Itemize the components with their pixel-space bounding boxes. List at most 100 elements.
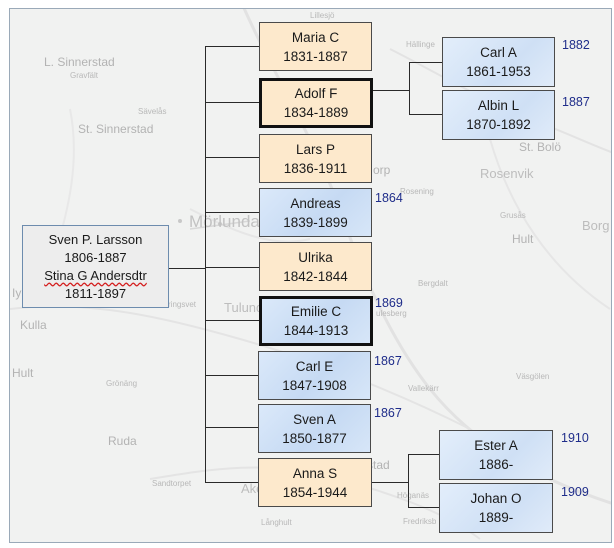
person-years: 1870-1892 [466, 117, 531, 132]
map-label: Borg [582, 218, 610, 233]
connector-line [205, 320, 259, 321]
connector-line [409, 62, 410, 114]
person-name: Adolf F [294, 86, 338, 101]
person-name: Maria C [291, 29, 340, 45]
person-name: Andreas [290, 195, 341, 211]
person-box-albin-l: Albin L 1870-1892 [442, 90, 555, 140]
person-name: Emilie C [290, 304, 342, 319]
person-box-ulrika: Ulrika 1842-1844 [259, 242, 372, 291]
person-years: 1806-1887 [64, 249, 127, 265]
person-years: 1854-1944 [282, 484, 348, 500]
person-years: 1836-1911 [283, 160, 348, 176]
connector-line [205, 102, 259, 103]
person-box-anna-s: Anna S 1854-1944 [258, 458, 372, 507]
connector-line [408, 454, 439, 455]
emigration-year-emilie-c: 1869 [375, 296, 403, 310]
person-years: 1831-1887 [283, 48, 348, 64]
map-label: Vallekärr [408, 384, 439, 393]
map-label: orp [373, 163, 391, 177]
map-label: Väsgölen [516, 372, 550, 381]
person-name: Lars P [295, 141, 336, 157]
connector-line [372, 482, 408, 483]
map-label: Mörlunda [189, 212, 260, 231]
emigration-year-andreas: 1864 [375, 191, 403, 205]
person-name: Sven A [293, 411, 336, 427]
person-years: 1886- [478, 457, 514, 472]
person-name: Sven P. Larsson [48, 231, 143, 247]
map-label: Lillesjö [310, 11, 335, 20]
emigration-year-ester-a: 1910 [561, 431, 589, 445]
person-box-johan-o: Johan O 1889- [439, 483, 553, 533]
map-label: Ruda [108, 434, 137, 448]
person-name: Carl A [480, 45, 517, 60]
person-name: Carl E [295, 358, 334, 374]
person-box-adolf-f: Adolf F 1834-1889 [259, 78, 373, 128]
person-box-root-couple: Sven P. Larsson 1806-1887 Stina G Anders… [22, 225, 169, 308]
person-years: 1847-1908 [282, 377, 347, 393]
map-label: St. Sinnerstad [78, 122, 154, 136]
map-label: ringsvet [168, 300, 197, 309]
connector-line [408, 454, 409, 507]
map-label: Sandtorpet [152, 479, 192, 488]
person-years: 1861-1953 [466, 64, 531, 79]
emigration-year-sven-a: 1867 [374, 406, 402, 420]
map-label: Långhult [261, 518, 292, 527]
map-label: Rosening [400, 187, 434, 196]
map-label: Hult [12, 366, 34, 380]
emigration-year-carl-a: 1882 [562, 38, 590, 52]
connector-line [169, 268, 205, 269]
person-box-lars-p: Lars P 1836-1911 [259, 134, 372, 183]
person-name: Albin L [477, 98, 520, 113]
person-years: 1850-1877 [282, 430, 347, 446]
person-name: Ulrika [298, 249, 333, 265]
map-label: Kulla [20, 318, 47, 332]
person-years: 1842-1844 [283, 268, 348, 284]
connector-line [205, 267, 259, 268]
connector-line [205, 157, 259, 158]
emigration-year-carl-e: 1867 [374, 354, 402, 368]
connector-line [373, 90, 409, 91]
connector-line [205, 375, 259, 376]
person-years: 1844-1913 [283, 323, 349, 338]
connector-line [408, 507, 439, 508]
connector-line [205, 212, 259, 213]
emigration-year-johan-o: 1909 [561, 485, 589, 499]
person-name: Anna S [292, 465, 338, 481]
map-label: L. Sinnerstad [44, 55, 115, 69]
map-label: Rosenvik [480, 166, 534, 181]
map-label: Fredriksb [403, 517, 437, 526]
person-box-carl-a: Carl A 1861-1953 [442, 37, 555, 87]
map-label: Tulunda [224, 300, 271, 315]
map-label: Gravfält [70, 71, 99, 80]
map-label: St. Bolö [519, 140, 562, 154]
map-label: Iyl [12, 286, 24, 300]
person-box-maria-c: Maria C 1831-1887 [259, 22, 372, 71]
connector-line [205, 46, 206, 482]
emigration-year-albin-l: 1887 [562, 95, 590, 109]
map-label: stad [367, 458, 390, 472]
map-label: Grusås [500, 211, 526, 220]
person-box-sven-a: Sven A 1850-1877 [258, 404, 371, 453]
map-label: Höganäs [397, 491, 430, 500]
map-label: Bergdalt [418, 279, 448, 288]
spouse-name: Stina G Andersdtr [44, 267, 147, 283]
map-label: ulesberg [376, 309, 407, 318]
person-name: Ester A [474, 438, 518, 453]
person-box-emilie-c: Emilie C 1844-1913 [259, 296, 373, 346]
person-box-carl-e: Carl E 1847-1908 [258, 351, 371, 400]
connector-line [205, 46, 259, 47]
map-label: Hult [512, 232, 534, 246]
connector-line [205, 427, 259, 428]
person-years: 1839-1899 [283, 214, 348, 230]
person-box-andreas: Andreas 1839-1899 [259, 188, 372, 237]
map-label: Grönäng [106, 379, 138, 388]
map-label: Hällinge [406, 40, 435, 49]
map-label: Sävelås [138, 107, 167, 116]
person-box-ester-a: Ester A 1886- [439, 430, 553, 480]
spouse-years: 1811-1897 [64, 285, 127, 301]
person-years: 1834-1889 [283, 105, 349, 120]
person-name: Johan O [470, 491, 522, 506]
person-years: 1889- [478, 510, 514, 525]
connector-line [409, 114, 442, 115]
connector-line [205, 482, 259, 483]
